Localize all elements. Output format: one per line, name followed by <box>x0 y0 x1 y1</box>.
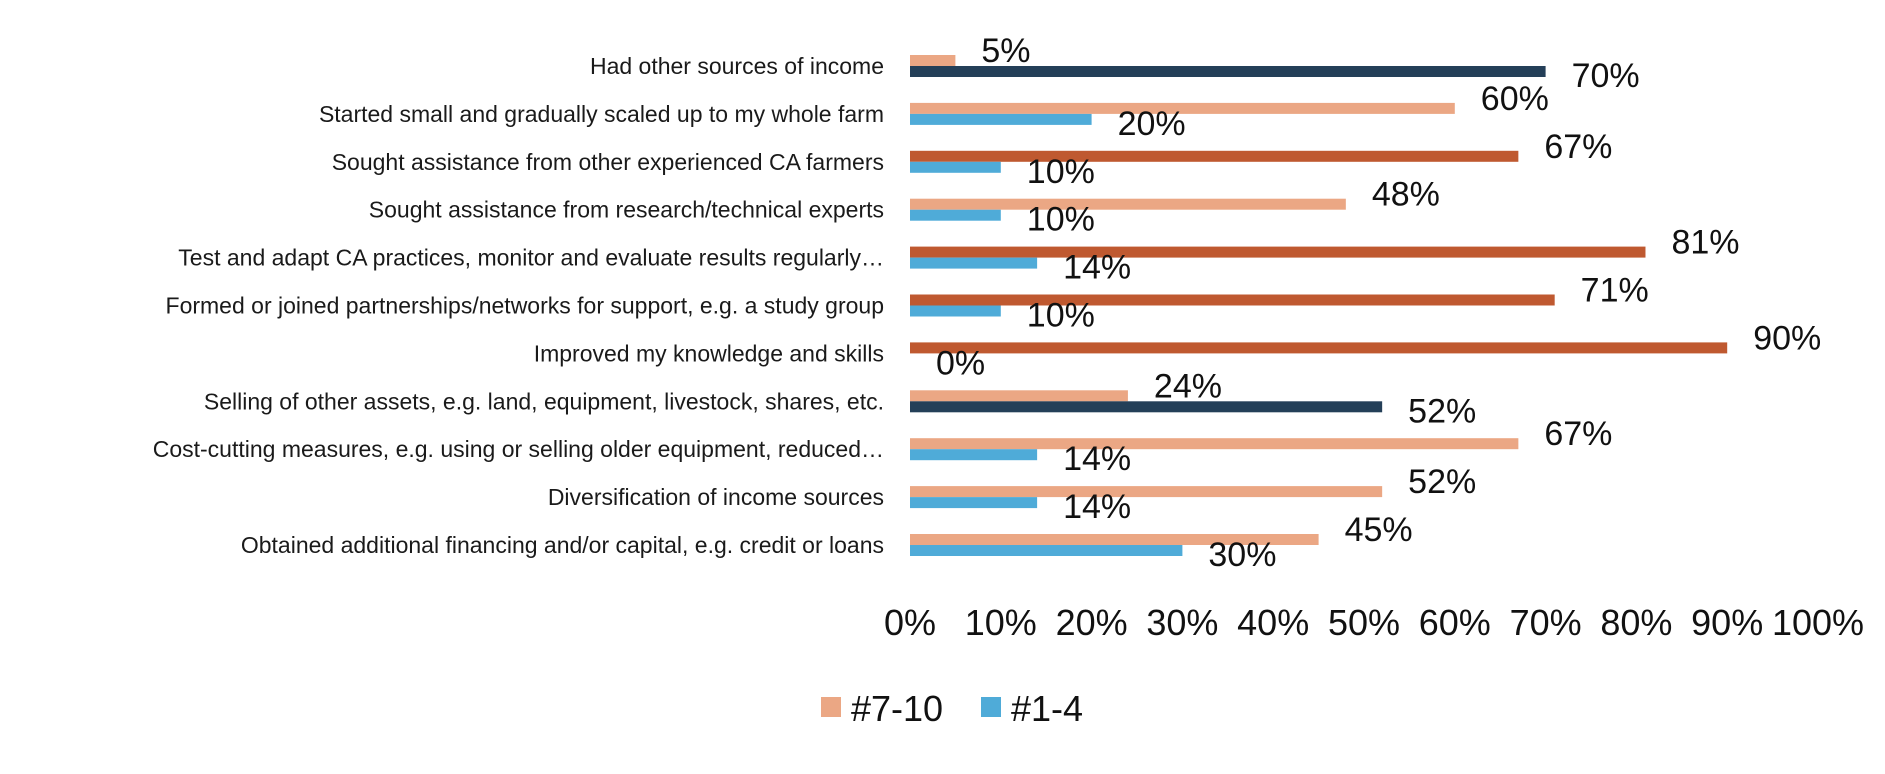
bar-series-1-4 <box>910 401 1383 413</box>
bar-series-7-10 <box>910 390 1128 402</box>
data-label: 24% <box>1154 367 1222 405</box>
x-tick-label: 10% <box>965 602 1037 643</box>
data-label: 10% <box>1027 153 1095 191</box>
x-tick-label: 100% <box>1772 602 1864 643</box>
category-labels: Had other sources of income Started small… <box>153 53 884 558</box>
bar-series-1-4 <box>910 449 1038 461</box>
bar-series-1-4 <box>910 113 1092 125</box>
bar-series-1-4 <box>910 66 1546 77</box>
category-label: Test and adapt CA practices, monitor and… <box>178 245 884 271</box>
bar-series-7-10 <box>910 198 1346 210</box>
category-label: Started small and gradually scaled up to… <box>319 101 884 127</box>
data-label: 90% <box>1753 319 1821 357</box>
category-label: Sought assistance from other experienced… <box>332 149 884 175</box>
bar-series-7-10 <box>910 246 1646 258</box>
bar-series-7-10 <box>910 102 1455 114</box>
category-label: Cost-cutting measures, e.g. using or sel… <box>153 436 884 462</box>
data-label: 30% <box>1208 536 1276 574</box>
x-tick-label: 60% <box>1419 602 1491 643</box>
data-label: 48% <box>1372 176 1440 214</box>
bar-series-7-10 <box>910 534 1319 545</box>
x-tick-label: 70% <box>1510 602 1582 643</box>
x-axis-ticks: 0% 10% 20% 30% 40% 50% 60% 70% 80% 90% 100% <box>884 602 1864 643</box>
x-tick-label: 50% <box>1328 602 1400 643</box>
data-label: 70% <box>1572 57 1640 95</box>
bar-series-7-10 <box>910 294 1555 306</box>
bar-series-1-4 <box>910 497 1038 509</box>
value-labels: 5% 70% 60% 20% 67% 10% 48% 10% 81% 14% 71% 10% 90% 0%… <box>936 32 1821 574</box>
bar-series-7-10 <box>910 342 1728 354</box>
bars <box>910 55 1728 556</box>
bar-series-7-10 <box>910 486 1383 498</box>
data-label: 45% <box>1345 511 1413 549</box>
x-tick-label: 0% <box>884 602 936 643</box>
legend: #7-10 #1-4 <box>821 688 1083 729</box>
x-tick-label: 40% <box>1237 602 1309 643</box>
data-label: 52% <box>1408 392 1476 430</box>
category-label: Diversification of income sources <box>548 484 884 510</box>
data-label: 14% <box>1063 249 1131 287</box>
legend-label: #1-4 <box>1011 688 1083 729</box>
category-label: Formed or joined partnerships/networks f… <box>166 293 884 319</box>
bar-series-1-4 <box>910 161 1001 173</box>
bar-series-1-4 <box>910 209 1001 221</box>
data-label: 14% <box>1063 440 1131 478</box>
category-label: Obtained additional financing and/or cap… <box>241 532 884 558</box>
data-label: 14% <box>1063 488 1131 526</box>
data-label: 10% <box>1027 201 1095 239</box>
x-tick-label: 30% <box>1146 602 1218 643</box>
category-label: Selling of other assets, e.g. land, equi… <box>204 388 884 414</box>
bar-series-1-4 <box>910 257 1038 269</box>
bar-series-7-10 <box>910 438 1519 450</box>
legend-swatch <box>981 697 1001 717</box>
legend-label: #7-10 <box>851 688 943 729</box>
category-label: Sought assistance from research/technica… <box>369 197 884 223</box>
bar-series-1-4 <box>910 305 1001 317</box>
bar-series-7-10 <box>910 150 1519 162</box>
data-label: 0% <box>936 344 985 382</box>
data-label: 5% <box>981 32 1030 70</box>
data-label: 10% <box>1027 297 1095 335</box>
bar-series-1-4 <box>910 545 1183 556</box>
data-label: 20% <box>1118 105 1186 143</box>
data-label: 67% <box>1544 128 1612 166</box>
data-label: 81% <box>1671 224 1739 262</box>
x-tick-label: 80% <box>1600 602 1672 643</box>
legend-swatch <box>821 697 841 717</box>
data-label: 52% <box>1408 463 1476 501</box>
category-label: Improved my knowledge and skills <box>534 340 884 366</box>
data-label: 71% <box>1581 272 1649 310</box>
category-label: Had other sources of income <box>590 53 884 79</box>
bar-series-7-10 <box>910 55 956 66</box>
data-label: 67% <box>1544 415 1612 453</box>
data-label: 60% <box>1481 80 1549 118</box>
x-tick-label: 90% <box>1691 602 1763 643</box>
x-tick-label: 20% <box>1056 602 1128 643</box>
